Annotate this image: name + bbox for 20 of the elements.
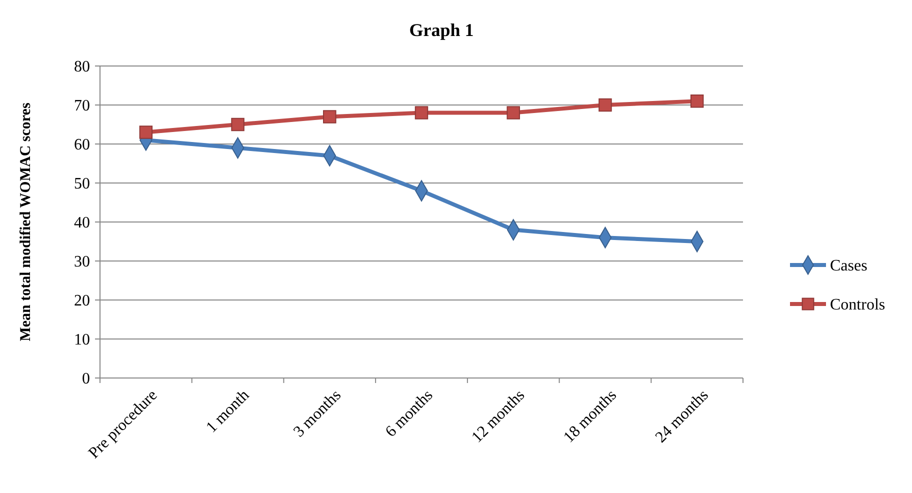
y-tick-label: 30: [74, 254, 90, 271]
legend-label: Controls: [830, 296, 886, 314]
point: [231, 118, 244, 132]
y-tick-label: 60: [74, 136, 90, 154]
y-tick-label: 50: [74, 176, 90, 193]
y-tick-label: 40: [74, 214, 90, 232]
point: [323, 110, 336, 124]
y-tick-label: 20: [74, 292, 90, 310]
y-tick-label: 70: [74, 98, 90, 115]
point: [506, 106, 520, 120]
y-tick-label: 10: [74, 332, 90, 349]
chart-title: Graph 1: [409, 20, 474, 40]
point: [598, 98, 612, 112]
legend-label: Cases: [830, 258, 868, 275]
y-axis-title: Mean total modified WOMAC scores: [18, 102, 34, 342]
y-tick-label: 0: [82, 370, 90, 388]
point: [690, 94, 704, 108]
y-tick-label: 80: [74, 58, 90, 76]
point: [414, 106, 428, 120]
point: [139, 126, 153, 139]
